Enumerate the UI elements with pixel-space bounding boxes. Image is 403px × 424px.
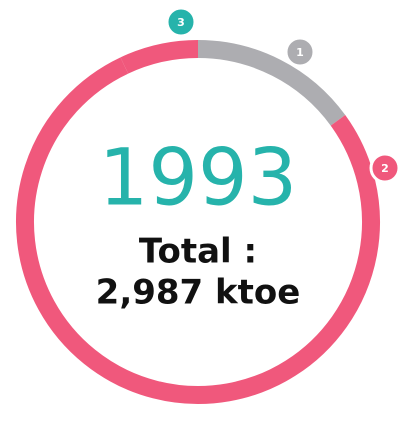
badge-label: 3 bbox=[177, 16, 185, 29]
badge-circle bbox=[165, 6, 197, 38]
badge: 1 bbox=[284, 36, 316, 68]
center-total: 2,987 ktoe bbox=[96, 273, 301, 313]
donut-segment bbox=[16, 57, 380, 404]
badge-circle bbox=[369, 152, 401, 184]
center-title: 1993 bbox=[99, 133, 298, 223]
badge: 3 bbox=[165, 6, 197, 38]
badge: 2 bbox=[369, 152, 401, 184]
donut bbox=[16, 40, 380, 404]
donut-segment bbox=[120, 40, 199, 74]
donut-segment bbox=[197, 40, 346, 126]
badge-label: 2 bbox=[381, 162, 389, 175]
center-label: Total : bbox=[139, 232, 257, 272]
badge-label: 1 bbox=[296, 46, 304, 59]
badge-circle bbox=[284, 36, 316, 68]
